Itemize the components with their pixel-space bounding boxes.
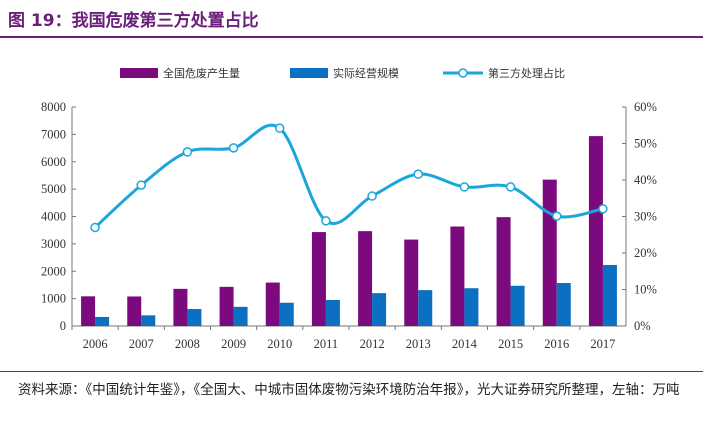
y-tick-label: 1000 [41, 292, 66, 306]
ratio-point [367, 191, 377, 201]
chart: 0 1000 2000 3000 4000 5000 6000 7000 8000 0% 10% 20… [41, 66, 657, 351]
y-tick-label: 6000 [41, 155, 66, 169]
bar-operation [141, 315, 156, 326]
ratio-point [228, 143, 239, 153]
footer-divider [0, 371, 703, 372]
bar-operation [325, 299, 340, 326]
bar-production [173, 288, 188, 326]
bar-operation [464, 288, 479, 326]
ratio-point [459, 182, 470, 192]
x-tick-label: 2008 [175, 337, 200, 351]
bar-operation [279, 302, 294, 326]
legend-label-ratio: 第三方处理占比 [488, 66, 565, 80]
bar-operation [233, 306, 248, 326]
y2-tick-label: 0% [634, 319, 651, 333]
bar-operation [602, 264, 617, 326]
bar-production [496, 217, 511, 326]
ratio-point [136, 180, 146, 190]
bar-operation [187, 309, 202, 326]
y2-tick-label: 60% [634, 100, 657, 114]
y-tick-label: 5000 [41, 182, 66, 196]
bar-production [358, 231, 373, 326]
bar-production [588, 136, 603, 326]
legend-label-operation: 实际经营规模 [333, 66, 399, 80]
x-tick-label: 2012 [360, 337, 385, 351]
y2-tick-label: 50% [634, 137, 657, 151]
bar-production [127, 296, 142, 326]
legend-label-production: 全国危废产生量 [163, 66, 240, 80]
y-tick-label: 8000 [41, 100, 66, 114]
legend-marker-ratio [458, 68, 468, 78]
y-tick-label: 3000 [41, 237, 66, 251]
x-tick-label: 2016 [544, 337, 569, 351]
x-tick-label: 2013 [406, 337, 431, 351]
bar-production [404, 239, 419, 326]
bar-operation [510, 285, 525, 326]
y2-tick-label: 10% [634, 283, 657, 297]
legend-swatch-production [120, 68, 158, 78]
x-tick-label: 2009 [221, 337, 246, 351]
ratio-point [321, 216, 331, 226]
bar-production [219, 286, 234, 326]
ratio-point [182, 147, 193, 157]
y-tick-label: 0 [60, 319, 66, 333]
bar-production [450, 226, 465, 326]
y2-tick-label: 40% [634, 173, 657, 187]
y2-tick-label: 20% [634, 246, 657, 260]
bar-operation [372, 293, 387, 326]
ratio-line [94, 123, 604, 229]
bar-production [265, 282, 280, 326]
x-tick-label: 2014 [452, 337, 478, 351]
ratio-point [413, 169, 423, 179]
bar-operation [95, 316, 110, 326]
x-tick-label: 2017 [590, 337, 615, 351]
x-tick-label: 2006 [83, 337, 108, 351]
x-tick-label: 2011 [314, 337, 339, 351]
ratio-point [552, 211, 562, 221]
y-tick-label: 4000 [41, 210, 66, 224]
y-tick-label: 2000 [41, 264, 66, 278]
ratio-point [275, 123, 285, 133]
bar-operation [418, 290, 433, 326]
ratio-point [90, 222, 100, 233]
bar-operation [556, 283, 571, 326]
source-note: 资料来源：《中国统计年鉴》，《全国大、中城市固体废物污染环境防治年报》，光大证券… [18, 382, 680, 398]
legend-swatch-operation [290, 68, 328, 78]
x-tick-label: 2015 [498, 337, 523, 351]
ratio-point [598, 204, 608, 214]
figure-title: 图 19：我国危废第三方处置占比 [8, 11, 259, 31]
y-tick-label: 7000 [41, 127, 66, 141]
x-tick-label: 2010 [267, 337, 292, 351]
title-divider [0, 36, 703, 38]
bar-production [542, 179, 557, 326]
bar-production [311, 232, 326, 326]
x-tick-label: 2007 [129, 337, 154, 351]
y2-tick-label: 30% [634, 210, 657, 224]
bar-production [81, 296, 96, 326]
ratio-point [505, 182, 516, 192]
